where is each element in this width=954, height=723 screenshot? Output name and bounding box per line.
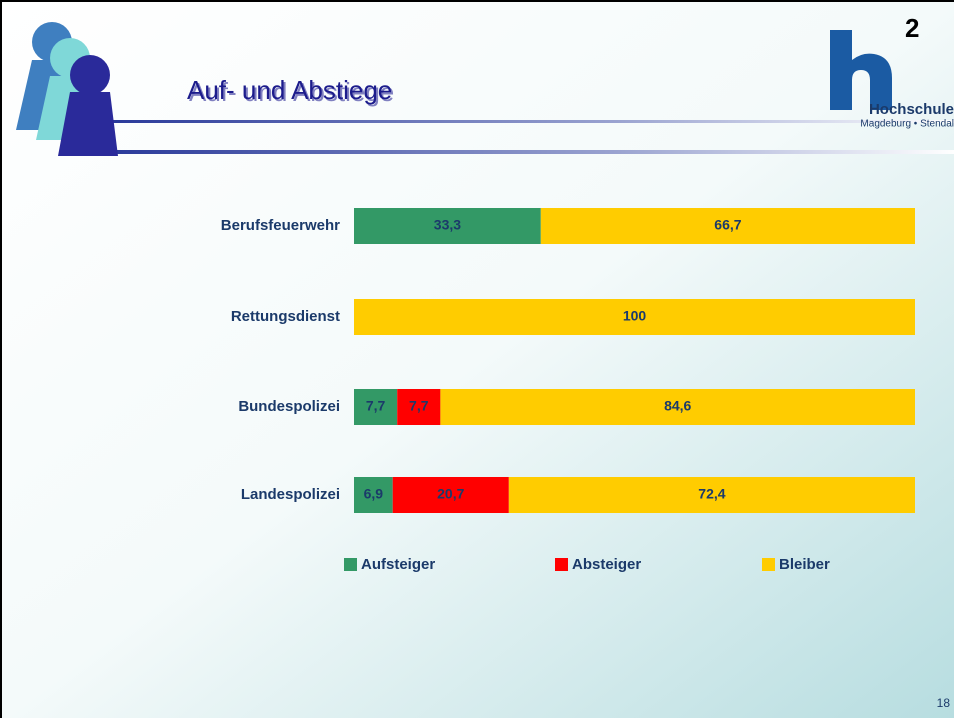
value-label: 33,3 (434, 217, 461, 233)
logo-place: Magdeburg • Stendal (860, 119, 954, 130)
logo-name: Hochschule (869, 101, 954, 118)
value-label: 7,7 (409, 398, 429, 414)
logo-mark: 2 (905, 13, 919, 43)
bar-segment (354, 477, 393, 513)
logo: 2 Hochschule Magdeburg • Stendal (830, 13, 954, 130)
page-number: 18 (937, 696, 951, 710)
category-label: Landespolizei (241, 486, 340, 503)
value-label: 20,7 (437, 486, 464, 502)
value-label: 84,6 (664, 398, 691, 414)
category-label: Rettungsdienst (231, 308, 340, 325)
bar-segment (354, 389, 398, 425)
chart-title: Auf- und Abstiege (187, 75, 392, 105)
value-label: 100 (623, 308, 647, 324)
legend-swatch (762, 558, 775, 571)
bar-segment (508, 477, 915, 513)
legend-label: Bleiber (779, 556, 830, 573)
legend-label: Aufsteiger (361, 556, 435, 573)
title-shadow: Auf- und Abstiege (189, 77, 394, 107)
decoration (16, 22, 954, 156)
value-label: 7,7 (366, 398, 386, 414)
category-label: Berufsfeuerwehr (221, 217, 340, 234)
bar-segment (540, 208, 915, 244)
legend-swatch (555, 558, 568, 571)
value-label: 72,4 (698, 486, 725, 502)
bar-segment (354, 208, 541, 244)
bar-segment (392, 477, 509, 513)
legend-label: Absteiger (572, 556, 641, 573)
legend-swatch (344, 558, 357, 571)
category-label: Bundespolizei (238, 398, 340, 415)
value-label: 66,7 (714, 217, 741, 233)
value-label: 6,9 (364, 486, 384, 502)
bar-segment (440, 389, 915, 425)
bar-segment (397, 389, 441, 425)
bar-segment (354, 299, 915, 335)
